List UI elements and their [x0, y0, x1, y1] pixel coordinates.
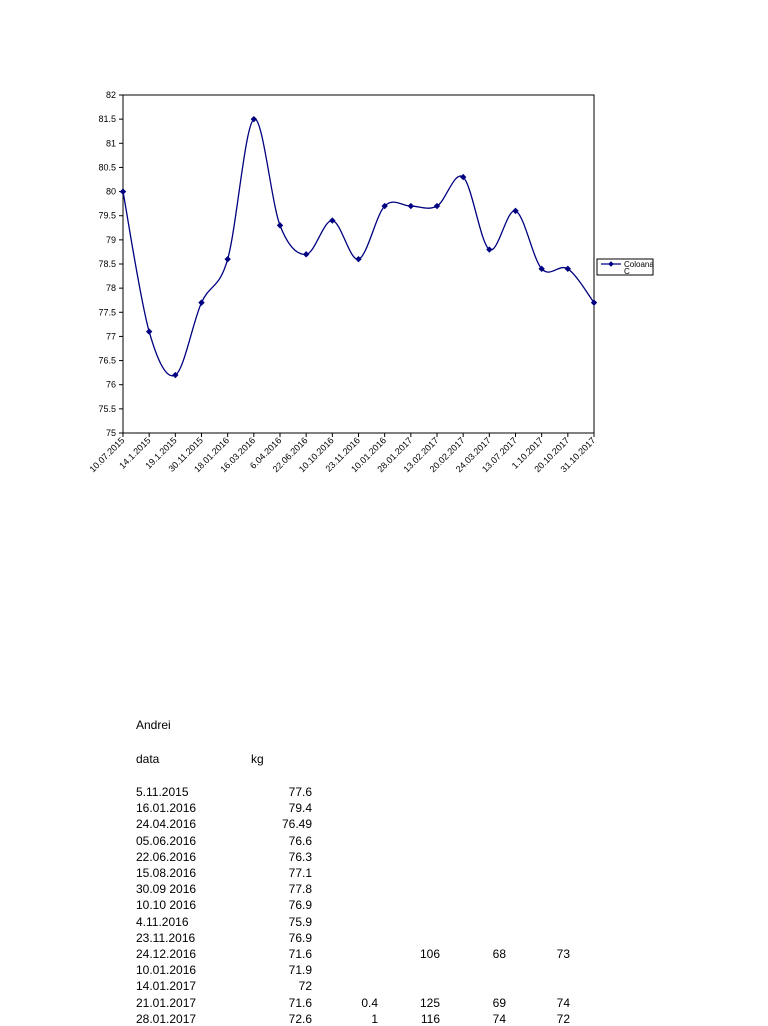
cell-kg: 71.6 — [288, 947, 312, 961]
cell-f: 72 — [556, 1011, 570, 1026]
y-tick-label: 77.5 — [98, 307, 116, 317]
data-point — [250, 115, 258, 123]
cell-d: 106 — [419, 947, 440, 961]
y-tick-label: 78 — [106, 283, 116, 293]
cell-date: 24.12.2016 — [136, 947, 197, 961]
cell-f: 74 — [556, 995, 570, 1010]
y-tick-label: 76 — [106, 380, 116, 390]
y-tick-label: 78.5 — [98, 259, 116, 269]
y-tick-label: 79.5 — [98, 211, 116, 221]
cell-kg: 76.49 — [281, 817, 312, 832]
y-tick-label: 80.5 — [98, 162, 116, 172]
cell-kg: 79.4 — [288, 801, 312, 816]
data-point — [355, 255, 362, 263]
cell-date: 23.11.2016 — [136, 930, 196, 945]
cell-date: 10.10 2016 — [136, 898, 197, 913]
cell-e: 68 — [492, 947, 506, 961]
cell-kg: 77.8 — [288, 882, 312, 897]
y-tick-label: 82 — [106, 90, 116, 100]
cell-kg: 76.9 — [288, 898, 312, 913]
data-point — [486, 246, 493, 253]
y-tick-label: 75.5 — [98, 404, 116, 414]
cell-kg: 76.9 — [288, 930, 312, 945]
cell-date: 5.11.2015 — [136, 785, 189, 799]
data-point — [459, 173, 467, 181]
y-tick-label: 75 — [106, 428, 116, 438]
y-tick-label: 81 — [106, 138, 116, 148]
cell-date: 22.06.2016 — [136, 849, 197, 864]
data-point — [302, 251, 310, 258]
series-group — [119, 115, 598, 379]
column-header-date: data — [136, 752, 160, 766]
cell-d: 116 — [420, 1011, 440, 1026]
y-tick-label: 76.5 — [98, 356, 116, 366]
data-point — [433, 202, 441, 210]
data-point — [512, 207, 519, 215]
cell-kg: 72.6 — [288, 1011, 312, 1026]
data-point — [538, 265, 545, 273]
data-point — [407, 202, 415, 210]
data-point — [145, 328, 153, 335]
cell-d: 125 — [419, 995, 440, 1010]
y-axis-ticks: 75 75.5 76 76.5 77 77.5 78 78.5 79 79.5 80 80.5 81 81… — [98, 90, 123, 438]
cell-date: 14.01.2017 — [136, 979, 197, 994]
cell-kg: 75.9 — [288, 914, 312, 929]
y-tick-label: 80 — [106, 187, 116, 197]
cell-e: 74 — [492, 1011, 506, 1026]
data-point — [564, 265, 572, 273]
data-point — [119, 188, 127, 195]
cell-e: 69 — [492, 995, 506, 1010]
cell-f: 73 — [556, 947, 570, 961]
data-point — [381, 202, 388, 210]
cell-kg: 77.1 — [288, 866, 312, 880]
cell-date: 16.01.2016 — [136, 801, 197, 816]
line-chart: 75 75.5 76 76.5 77 77.5 78 78.5 79 79.5 80 80.5 81 81… — [87, 90, 656, 474]
cell-kg: 71.9 — [288, 963, 312, 978]
legend: Coloana C — [596, 258, 656, 276]
cell-date: 10.01.2016 — [136, 963, 197, 978]
cell-kg: 77.6 — [288, 785, 312, 799]
cell-kg: 72 — [298, 979, 312, 994]
legend-marker — [608, 261, 614, 267]
cell-c: 1 — [371, 1011, 378, 1026]
cell-date: 15.08.2016 — [136, 866, 197, 880]
y-tick-label: 79 — [106, 235, 116, 245]
cell-date: 28.01.2017 — [136, 1011, 197, 1026]
series-line — [122, 118, 595, 377]
y-tick-label: 77 — [106, 331, 116, 341]
data-point — [590, 299, 598, 306]
data-point — [172, 371, 179, 379]
cell-kg: 71.6 — [288, 995, 312, 1010]
data-point — [329, 217, 336, 224]
cell-date: 4.11.2016 — [136, 914, 189, 929]
cell-date: 30.09 2016 — [136, 882, 197, 897]
column-header-kg: kg — [251, 752, 264, 766]
cell-date: 24.04.2016 — [136, 817, 197, 832]
legend-label: Coloana C — [624, 260, 656, 276]
cell-date: 05.06.2016 — [136, 833, 197, 848]
data-point — [276, 222, 284, 229]
cell-date: 21.01.2017 — [136, 995, 197, 1010]
sheet-name: Andrei — [136, 718, 171, 732]
data-point — [224, 255, 231, 263]
cell-kg: 76.3 — [288, 849, 312, 864]
cell-c: 0.4 — [361, 995, 378, 1010]
y-tick-label: 81.5 — [98, 114, 116, 124]
data-point — [198, 299, 205, 306]
cell-kg: 76.6 — [288, 833, 312, 848]
